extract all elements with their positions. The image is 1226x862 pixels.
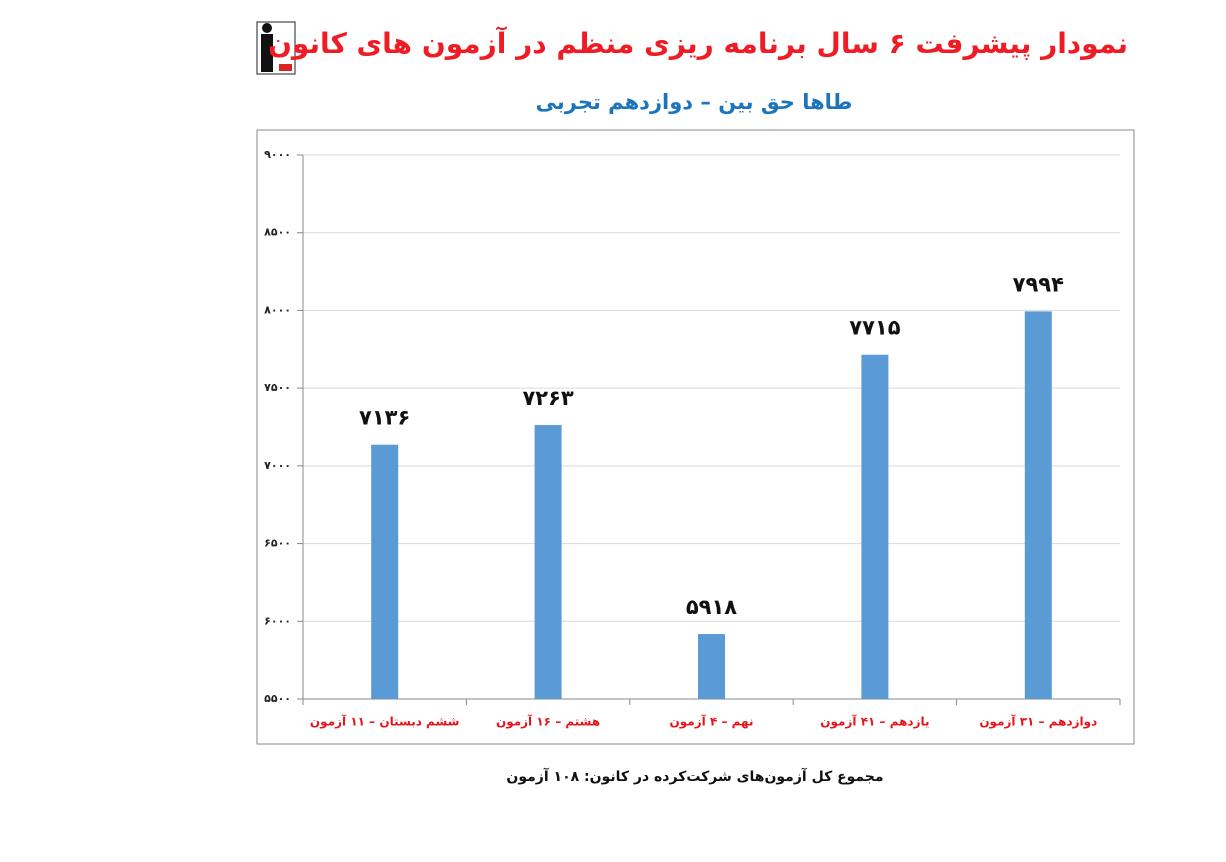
x-tick-label: هشتم – ۱۶ آزمون bbox=[496, 714, 600, 730]
data-label: ۷۷۱۵ bbox=[849, 316, 900, 340]
data-label: ۵۹۱۸ bbox=[686, 595, 737, 619]
chart-title: نمودار پیشرفت ۶ سال برنامه ریزی منظم در … bbox=[268, 26, 1128, 60]
logo bbox=[256, 21, 296, 75]
bar bbox=[698, 634, 725, 699]
x-tick-label: یازدهم – ۴۱ آزمون bbox=[820, 714, 929, 730]
data-label: ۷۲۶۳ bbox=[522, 386, 573, 410]
x-tick-label: ششم دبستان – ۱۱ آزمون bbox=[310, 714, 460, 730]
x-tick-label: دوازدهم – ۳۱ آزمون bbox=[979, 714, 1097, 730]
bar bbox=[1024, 311, 1052, 699]
plot-frame bbox=[256, 129, 1135, 745]
y-tick-label: ۷۵۰۰ bbox=[264, 381, 291, 394]
y-tick-label: ۶۵۰۰ bbox=[264, 537, 291, 550]
bar bbox=[861, 354, 889, 699]
y-tick-label: ۹۰۰۰ bbox=[264, 148, 291, 161]
data-label: ۷۹۹۴ bbox=[1013, 272, 1064, 296]
y-tick-label: ۵۵۰۰ bbox=[264, 692, 291, 705]
y-tick-label: ۸۰۰۰ bbox=[264, 303, 291, 316]
x-tick-label: نهم – ۴ آزمون bbox=[670, 714, 754, 730]
y-tick-label: ۷۰۰۰ bbox=[264, 459, 291, 472]
footnote: مجموع کل آزمون‌های شرکت‌کرده در کانون: ۱… bbox=[506, 767, 883, 785]
bar bbox=[371, 444, 399, 699]
y-tick-label: ۸۵۰۰ bbox=[264, 226, 291, 239]
chart-subtitle: طاها حق بین – دوازدهم تجربی bbox=[536, 90, 853, 114]
bar bbox=[534, 424, 562, 699]
data-label: ۷۱۳۶ bbox=[359, 406, 410, 430]
y-tick-label: ۶۰۰۰ bbox=[264, 614, 291, 627]
